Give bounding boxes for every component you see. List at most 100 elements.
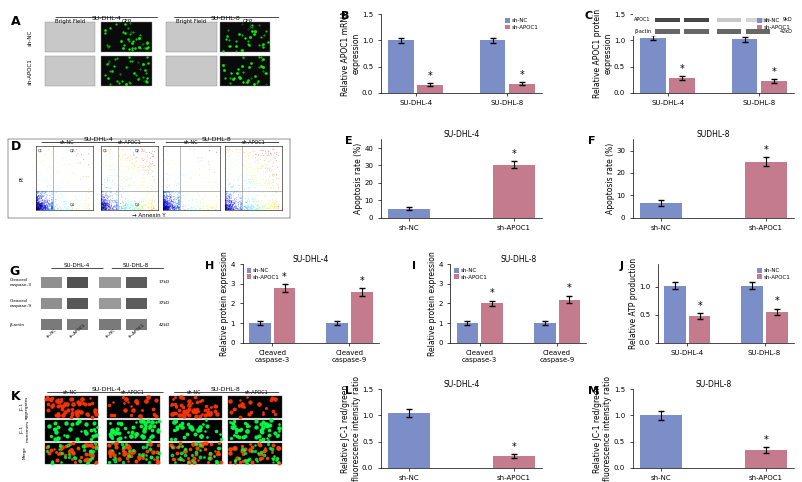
Text: *: *: [772, 67, 776, 77]
Text: sh-APOC1: sh-APOC1: [241, 140, 265, 145]
Bar: [689, 316, 711, 343]
Bar: [228, 442, 282, 464]
Bar: [493, 165, 535, 217]
Bar: [166, 22, 217, 52]
Legend: sh-NC, sh-APOC1: sh-NC, sh-APOC1: [756, 17, 792, 31]
Legend: sh-NC, sh-APOC1: sh-NC, sh-APOC1: [245, 267, 281, 281]
Text: β-actin: β-actin: [10, 322, 25, 327]
Text: Bright Field: Bright Field: [55, 19, 85, 24]
Bar: [741, 286, 763, 343]
Bar: [99, 277, 121, 288]
Bar: [493, 456, 535, 468]
Bar: [101, 56, 152, 85]
Bar: [45, 56, 95, 85]
Text: sh-APOC1: sh-APOC1: [245, 390, 268, 395]
Bar: [45, 22, 95, 52]
Bar: [45, 397, 99, 417]
Text: *: *: [512, 149, 516, 159]
Bar: [326, 323, 348, 343]
Y-axis label: Apoptosis rate (%): Apoptosis rate (%): [354, 143, 363, 214]
Bar: [745, 162, 787, 217]
Text: sh-APOC1: sh-APOC1: [128, 323, 146, 339]
Text: sh-NC: sh-NC: [47, 328, 58, 339]
Bar: [228, 397, 282, 417]
Bar: [388, 40, 414, 93]
Text: JC-1
monomers: JC-1 monomers: [21, 419, 29, 442]
Text: I: I: [412, 261, 416, 270]
Y-axis label: Apoptosis rate (%): Apoptosis rate (%): [606, 143, 614, 214]
Text: sh-APOC1: sh-APOC1: [120, 390, 144, 395]
Bar: [664, 286, 686, 343]
Text: M: M: [588, 386, 598, 396]
Bar: [107, 442, 160, 464]
Bar: [351, 292, 373, 343]
Y-axis label: Relative JC-1 red/green
fluorescence intensity ratio: Relative JC-1 red/green fluorescence int…: [341, 376, 361, 481]
Text: sh-APOC1: sh-APOC1: [69, 323, 87, 339]
Bar: [761, 81, 787, 93]
Text: D: D: [11, 140, 21, 153]
Y-axis label: Relative JC-1 red/green
fluorescence intensity ratio: Relative JC-1 red/green fluorescence int…: [593, 376, 613, 481]
Bar: [670, 78, 695, 93]
Title: SU-DHL-8: SU-DHL-8: [695, 380, 731, 389]
Text: Cleaved
caspase-9: Cleaved caspase-9: [10, 299, 31, 308]
Text: K: K: [11, 390, 21, 403]
Bar: [766, 312, 788, 343]
Text: JC-1
aggregates: JC-1 aggregates: [21, 395, 29, 419]
Text: E: E: [346, 135, 353, 146]
Bar: [166, 56, 217, 85]
Bar: [45, 420, 99, 441]
Text: L: L: [346, 386, 352, 396]
Text: *: *: [490, 288, 495, 298]
Text: sh-NC: sh-NC: [184, 140, 199, 145]
Y-axis label: Relative protein expression: Relative protein expression: [221, 251, 229, 356]
Bar: [456, 323, 478, 343]
Bar: [534, 323, 556, 343]
Text: SU-DHL-8: SU-DHL-8: [122, 263, 148, 268]
Text: SU-DHL-4: SU-DHL-4: [83, 137, 113, 142]
Bar: [126, 298, 147, 309]
Bar: [107, 420, 160, 441]
Bar: [45, 442, 99, 464]
Text: SU-DHL-8: SU-DHL-8: [210, 16, 240, 21]
Text: SU-DHL-4: SU-DHL-4: [92, 387, 122, 392]
Text: 37kD: 37kD: [159, 302, 170, 306]
Text: sh-APOC1: sh-APOC1: [28, 58, 33, 85]
Text: sh-NC: sh-NC: [63, 390, 77, 395]
Text: SU-DHL-8: SU-DHL-8: [202, 137, 232, 142]
Bar: [169, 420, 222, 441]
Bar: [228, 420, 282, 441]
Bar: [99, 319, 121, 330]
Bar: [67, 319, 88, 330]
Text: GFP: GFP: [121, 19, 132, 24]
Y-axis label: Relative ATP production: Relative ATP production: [629, 258, 638, 349]
Text: *: *: [359, 276, 364, 285]
Bar: [388, 413, 430, 468]
Bar: [67, 277, 88, 288]
Text: *: *: [764, 435, 768, 445]
Legend: sh-NC, sh-APOC1: sh-NC, sh-APOC1: [756, 267, 792, 281]
Text: Bright Field: Bright Field: [176, 19, 206, 24]
Bar: [480, 40, 505, 93]
Title: SU-DHL-4: SU-DHL-4: [444, 131, 480, 139]
Text: 17kD: 17kD: [159, 281, 170, 284]
Bar: [640, 203, 682, 217]
Text: H: H: [205, 261, 214, 270]
Bar: [388, 209, 430, 217]
Bar: [559, 300, 580, 343]
Text: sh-NC: sh-NC: [105, 328, 117, 339]
Text: PI: PI: [19, 176, 24, 181]
Text: *: *: [764, 145, 768, 155]
Bar: [41, 277, 62, 288]
Bar: [107, 397, 160, 417]
Bar: [640, 38, 666, 93]
Text: GFP: GFP: [243, 19, 253, 24]
Text: *: *: [512, 442, 516, 452]
Bar: [99, 298, 121, 309]
Text: *: *: [567, 283, 572, 294]
Bar: [41, 319, 62, 330]
Text: sh-APOC1: sh-APOC1: [117, 140, 141, 145]
Bar: [169, 397, 222, 417]
Bar: [41, 298, 62, 309]
Text: G: G: [10, 265, 20, 278]
Bar: [249, 323, 270, 343]
